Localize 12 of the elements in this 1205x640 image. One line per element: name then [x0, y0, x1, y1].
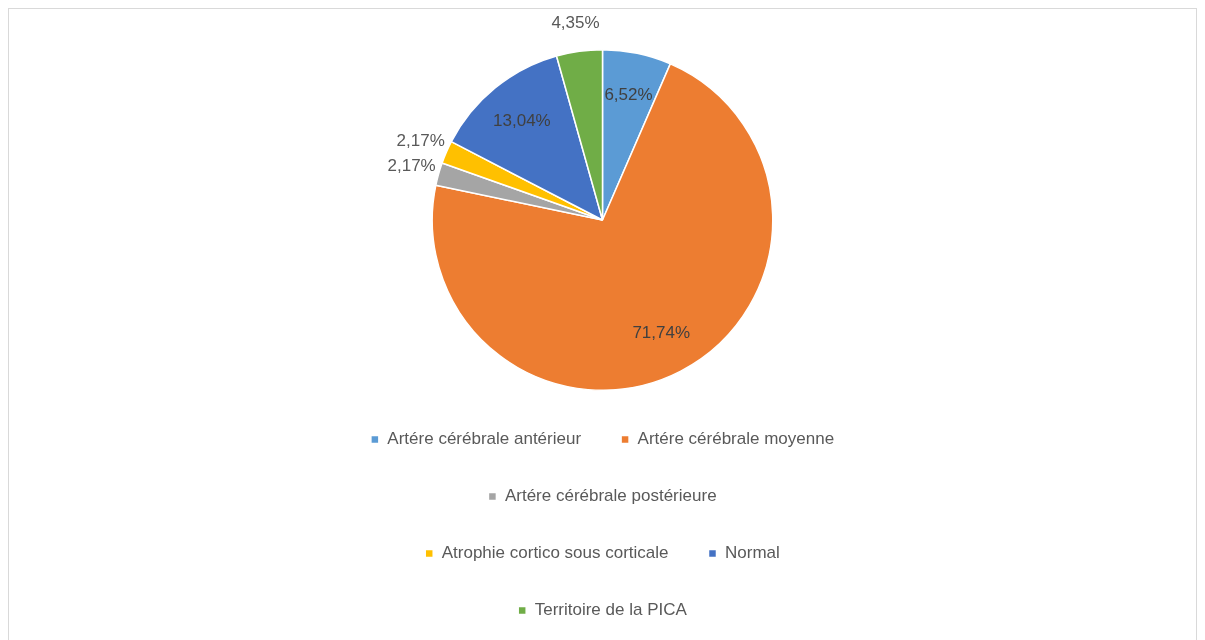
- data-label: 6,52%: [604, 84, 653, 104]
- legend-label: Artére cérébrale antérieur: [387, 429, 582, 449]
- legend-label: Artére cérébrale moyenne: [637, 429, 835, 449]
- legend-label: Artére cérébrale postérieure: [504, 486, 717, 506]
- data-label: 2,17%: [387, 156, 436, 176]
- data-label: 2,17%: [396, 130, 445, 150]
- data-label: 71,74%: [632, 323, 691, 343]
- legend-label: Normal: [724, 543, 780, 563]
- legend-label: Territoire de la PICA: [534, 600, 688, 620]
- data-label: 4,35%: [551, 13, 600, 33]
- legend-label: Atrophie cortico sous corticale: [441, 543, 669, 563]
- data-label: 13,04%: [493, 110, 551, 130]
